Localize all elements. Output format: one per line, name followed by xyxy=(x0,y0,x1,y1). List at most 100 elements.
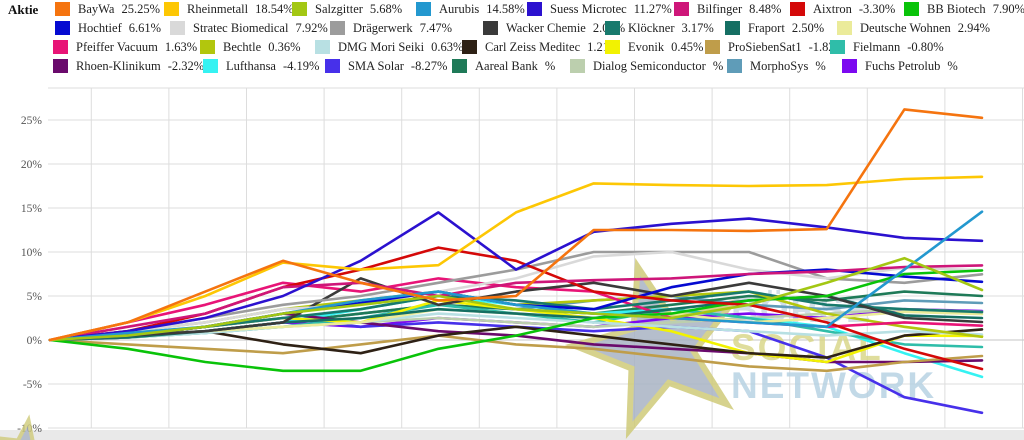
legend-value: -3.30% xyxy=(858,2,896,16)
legend-label: SMA Solar xyxy=(348,59,404,73)
legend-swatch xyxy=(725,21,740,35)
legend-swatch xyxy=(483,21,498,35)
legend-label: ProSiebenSat1 xyxy=(728,40,802,54)
legend-value: % xyxy=(947,59,958,73)
legend-label: Fielmann xyxy=(853,40,901,54)
legend-label: Fraport xyxy=(748,21,785,35)
y-axis-tick-label: 20% xyxy=(21,159,43,171)
legend-label: Lufthansa xyxy=(226,59,276,73)
legend-item-baywa[interactable]: BayWa 25.25% xyxy=(55,2,160,20)
legend-swatch xyxy=(837,21,852,35)
legend-item-bb-biotech[interactable]: BB Biotech 7.90% xyxy=(904,2,1024,20)
legend-swatch xyxy=(462,40,477,54)
legend-label: Stratec Biomedical xyxy=(193,21,289,35)
legend-label: Bilfinger xyxy=(697,2,743,16)
legend-swatch xyxy=(55,2,70,16)
legend-item-dr-gerwerk[interactable]: Drägerwerk 7.47% xyxy=(330,21,452,39)
legend-item-bechtle[interactable]: Bechtle 0.36% xyxy=(200,40,300,58)
legend-swatch xyxy=(904,2,919,16)
legend-swatch xyxy=(315,40,330,54)
legend-value: 8.48% xyxy=(749,2,782,16)
legend-swatch xyxy=(164,2,179,16)
legend-item-pfeiffer-vacuum[interactable]: Pfeiffer Vacuum 1.63% xyxy=(53,40,197,58)
legend-label: Salzgitter xyxy=(315,2,363,16)
legend-swatch xyxy=(605,40,620,54)
legend-label: Aixtron xyxy=(813,2,852,16)
y-axis-tick-label: 0% xyxy=(27,335,43,347)
legend-label: Klöckner xyxy=(628,21,675,35)
legend-value: 0.45% xyxy=(671,40,704,54)
legend-label: MorphoSys xyxy=(750,59,809,73)
legend-swatch xyxy=(790,2,805,16)
legend-item-aixtron[interactable]: Aixtron -3.30% xyxy=(790,2,895,20)
y-axis-tick-label: 15% xyxy=(21,203,43,215)
legend-swatch xyxy=(452,59,467,73)
legend-swatch xyxy=(325,59,340,73)
legend-item-hochtief[interactable]: Hochtief 6.61% xyxy=(55,21,161,39)
legend-value: 5.68% xyxy=(369,2,403,16)
legend-item-evonik[interactable]: Evonik 0.45% xyxy=(605,40,703,58)
legend-item-aurubis[interactable]: Aurubis 14.58% xyxy=(416,2,525,20)
legend-value: % xyxy=(544,59,556,73)
legend-label: BayWa xyxy=(78,2,115,16)
legend-swatch xyxy=(330,21,345,35)
legend-item-morphosys[interactable]: MorphoSys% xyxy=(727,59,826,77)
y-axis-tick-label: 5% xyxy=(27,291,43,303)
legend-item-rheinmetall[interactable]: Rheinmetall 18.54% xyxy=(164,2,294,20)
legend-value: % xyxy=(815,59,826,73)
legend-value: 7.90% xyxy=(992,2,1024,16)
legend-item-fielmann[interactable]: Fielmann -0.80% xyxy=(830,40,944,58)
legend-item-kl-ckner[interactable]: Klöckner 3.17% xyxy=(605,21,714,39)
legend-value: 0.36% xyxy=(268,40,301,54)
legend-item-sma-solar[interactable]: SMA Solar -8.27% xyxy=(325,59,447,77)
legend-item-fraport[interactable]: Fraport 2.50% xyxy=(725,21,824,39)
legend-swatch xyxy=(705,40,720,54)
legend-swatch xyxy=(203,59,218,73)
legend-item-salzgitter[interactable]: Salzgitter 5.68% xyxy=(292,2,402,20)
legend-swatch xyxy=(570,59,585,73)
legend-value: 0.63% xyxy=(431,40,464,54)
legend-value: 7.92% xyxy=(295,21,328,35)
legend-label: Drägerwerk xyxy=(353,21,413,35)
legend-item-lufthansa[interactable]: Lufthansa -4.19% xyxy=(203,59,319,77)
legend-label: Pfeiffer Vacuum xyxy=(76,40,158,54)
legend-label: Aareal Bank xyxy=(475,59,538,73)
watermark-star-icon xyxy=(564,257,740,439)
legend-label: Evonik xyxy=(628,40,665,54)
legend-value: 2.50% xyxy=(791,21,825,35)
legend-swatch xyxy=(605,21,620,35)
legend-swatch xyxy=(292,2,307,16)
legend-label: Aurubis xyxy=(439,2,480,16)
legend-item-deutsche-wohnen[interactable]: Deutsche Wohnen 2.94% xyxy=(837,21,990,39)
legend-item-rhoen-klinikum[interactable]: Rhoen-Klinikum -2.32% xyxy=(53,59,204,77)
legend-item-bilfinger[interactable]: Bilfinger 8.48% xyxy=(674,2,781,20)
legend-item-stratec-biomedical[interactable]: Stratec Biomedical 7.92% xyxy=(170,21,328,39)
legend-label: Carl Zeiss Meditec xyxy=(485,40,581,54)
legend-value: % xyxy=(712,59,724,73)
legend-value: 3.17% xyxy=(681,21,714,35)
legend-value: 7.47% xyxy=(419,21,452,35)
legend-swatch xyxy=(200,40,215,54)
legend-value: 2.94% xyxy=(957,21,991,35)
legend-swatch xyxy=(53,40,68,54)
legend-row-2: Hochtief 6.61% Stratec Biomedical 7.92% Dräg… xyxy=(0,21,1024,40)
legend-label: Bechtle xyxy=(223,40,262,54)
watermark-corner-star-icon xyxy=(0,414,35,440)
legend-swatch xyxy=(170,21,185,35)
legend-value: -4.19% xyxy=(282,59,320,73)
legend-item-dmg-mori-seiki[interactable]: DMG Mori Seiki 0.63% xyxy=(315,40,463,58)
y-axis-tick-label: -5% xyxy=(23,379,43,391)
legend-value: 14.58% xyxy=(486,2,525,16)
y-axis-tick-label: 25% xyxy=(21,115,43,127)
legend-item-suess-microtec[interactable]: Suess Microtec 11.27% xyxy=(527,2,672,20)
bottom-scroll-strip xyxy=(0,430,1024,440)
legend-item-fuchs-petrolub[interactable]: Fuchs Petrolub% xyxy=(842,59,958,77)
legend-item-dialog-semiconductor[interactable]: Dialog Semiconductor% xyxy=(570,59,723,77)
legend-row-1: BayWa 25.25% Rheinmetall 18.54% Salzgitter 5.… xyxy=(0,2,1024,21)
legend-item-aareal-bank[interactable]: Aareal Bank% xyxy=(452,59,555,77)
legend-label: Suess Microtec xyxy=(550,2,627,16)
legend-label: Hochtief xyxy=(78,21,122,35)
legend-value: -0.80% xyxy=(907,40,944,54)
